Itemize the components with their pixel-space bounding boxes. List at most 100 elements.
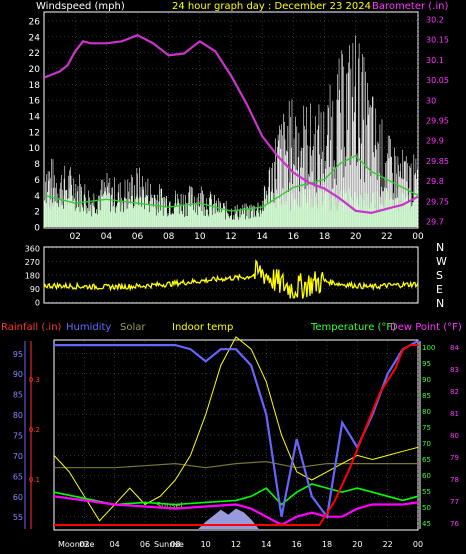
rainfall-tick-label: 0.3 xyxy=(29,376,40,384)
wind-tick-label: 10 xyxy=(29,144,41,154)
dewpoint-tick-label: 76 xyxy=(450,520,459,528)
wind-tick-label: 12 xyxy=(29,128,40,138)
indoor-label: Indoor temp xyxy=(172,322,233,333)
wind-x-tick-label: 02 xyxy=(69,232,80,242)
temperature-tick-label: 85 xyxy=(422,392,431,400)
temperature-tick-label: 95 xyxy=(422,360,431,368)
temp-x-tick-label: 16 xyxy=(292,540,302,549)
humidity-tick-label: 80 xyxy=(13,411,23,420)
compass-e: E xyxy=(436,283,443,296)
barometer-tick-label: 29.7 xyxy=(426,217,444,226)
wind-tick-label: 4 xyxy=(34,192,40,202)
temperature-tick-label: 55 xyxy=(422,488,431,496)
temperature-tick-label: 75 xyxy=(422,424,431,432)
wind-tick-label: 0 xyxy=(34,224,40,234)
wind-x-tick-label: 06 xyxy=(132,232,144,242)
dewpoint-tick-label: 80 xyxy=(450,432,459,440)
solar-label: Solar xyxy=(120,322,146,333)
temperature-tick-label: 45 xyxy=(422,520,431,528)
temperature-tick-label: 65 xyxy=(422,456,431,464)
wind-tick-label: 16 xyxy=(29,97,41,107)
barometer-label: Barometer (.in) xyxy=(372,1,448,12)
solar-line xyxy=(54,460,418,469)
barometer-tick-label: 30.15 xyxy=(426,36,449,45)
temp-x-tick-label: 14 xyxy=(261,540,271,549)
temperature-tick-label: 60 xyxy=(422,472,431,480)
rainfall-line xyxy=(54,344,418,526)
temperature-line xyxy=(53,483,419,506)
direction-tick-label: 180 xyxy=(25,272,40,281)
temperature-tick-label: 100 xyxy=(422,344,435,352)
dewpoint-tick-label: 83 xyxy=(450,366,459,374)
direction-tick-label: 360 xyxy=(25,245,40,254)
wind-x-tick-label: 08 xyxy=(163,232,175,242)
sunset-label: Sunset xyxy=(156,501,183,510)
panel-wind-frame xyxy=(43,11,419,229)
barometer-tick-label: 30 xyxy=(426,96,436,105)
rainfall-tick-label: 0.1 xyxy=(29,476,40,484)
wind-tick-label: 18 xyxy=(29,81,41,91)
dewpoint-tick-label: 81 xyxy=(450,410,459,418)
barometer-line xyxy=(43,33,419,215)
temp-x-tick-label: 20 xyxy=(352,540,362,549)
wind-x-tick-label: 22 xyxy=(381,232,392,242)
temp-x-tick-label: 02 xyxy=(79,540,89,549)
temp-x-tick-label: 00 xyxy=(413,540,423,549)
temp-x-tick-label: 18 xyxy=(322,540,332,549)
compass-s: S xyxy=(436,269,443,282)
wind-tick-label: 14 xyxy=(29,113,41,123)
compass-n-bottom: N xyxy=(436,297,444,310)
wind-tick-label: 6 xyxy=(34,176,40,186)
humidity-tick-label: 75 xyxy=(13,432,23,441)
barometer-tick-label: 29.75 xyxy=(426,197,449,206)
temp-x-tick-label: 06 xyxy=(140,540,150,549)
temp-x-tick-label: 08 xyxy=(170,540,180,549)
temperature-tick-label: 80 xyxy=(422,408,431,416)
direction-tick-label: 270 xyxy=(25,258,40,267)
barometer-tick-label: 29.85 xyxy=(426,157,449,166)
barometer-tick-label: 29.8 xyxy=(426,177,444,186)
barometer-tick-label: 29.95 xyxy=(426,117,449,126)
humidity-tick-label: 90 xyxy=(13,370,23,379)
rainfall-label: Rainfall (.in) xyxy=(1,322,62,333)
wind-tick-label: 20 xyxy=(29,65,41,75)
humidity-tick-label: 85 xyxy=(13,391,23,400)
barometer-tick-label: 29.9 xyxy=(426,137,444,146)
temp-x-tick-label: 22 xyxy=(383,540,393,549)
wind-tick-label: 22 xyxy=(29,49,40,59)
wind-x-tick-label: 14 xyxy=(256,232,268,242)
moonrise-label: Moonrise xyxy=(58,540,94,549)
temp-x-tick-label: 10 xyxy=(201,540,211,549)
dewpoint-tick-label: 82 xyxy=(450,388,459,396)
wind-tick-label: 24 xyxy=(29,33,41,43)
humidity-tick-label: 70 xyxy=(13,452,23,461)
compass-w: W xyxy=(436,255,447,268)
wind-tick-label: 2 xyxy=(34,208,40,218)
humidity-tick-label: 65 xyxy=(13,472,23,481)
wind-average-line xyxy=(43,154,419,212)
wind-direction-line xyxy=(43,259,419,299)
humidity-tick-label: 60 xyxy=(13,493,23,502)
wind-x-tick-label: 10 xyxy=(194,232,206,242)
wind-x-tick-label: 04 xyxy=(101,232,113,242)
temperature-label: Temperature (°F) xyxy=(310,322,396,333)
humidity-tick-label: 95 xyxy=(13,350,23,359)
temperature-tick-label: 90 xyxy=(422,376,431,384)
temperature-tick-label: 70 xyxy=(422,440,431,448)
barometer-tick-label: 30.1 xyxy=(426,56,444,65)
dewpoint-tick-label: 84 xyxy=(450,344,459,352)
windspeed-label: Windspeed (mph) xyxy=(36,1,125,12)
direction-tick-label: 0 xyxy=(35,299,40,308)
compass-n-top: N xyxy=(436,241,444,254)
wind-x-tick-label: 16 xyxy=(288,232,300,242)
dewpoint-label: Dew Point (°F) xyxy=(390,322,462,333)
temp-x-tick-label: 12 xyxy=(231,540,241,549)
barometer-tick-label: 30.2 xyxy=(426,16,444,25)
solar-radiation-area xyxy=(198,508,259,529)
graph-title: 24 hour graph day : December 23 2024 xyxy=(172,1,371,12)
rainfall-tick-label: 0.2 xyxy=(29,426,40,434)
tick-labels-layer: 0246810121416182022242629.729.7529.829.8… xyxy=(13,16,460,549)
humidity-label: Humidity xyxy=(66,322,111,333)
dewpoint-tick-label: 78 xyxy=(450,476,459,484)
